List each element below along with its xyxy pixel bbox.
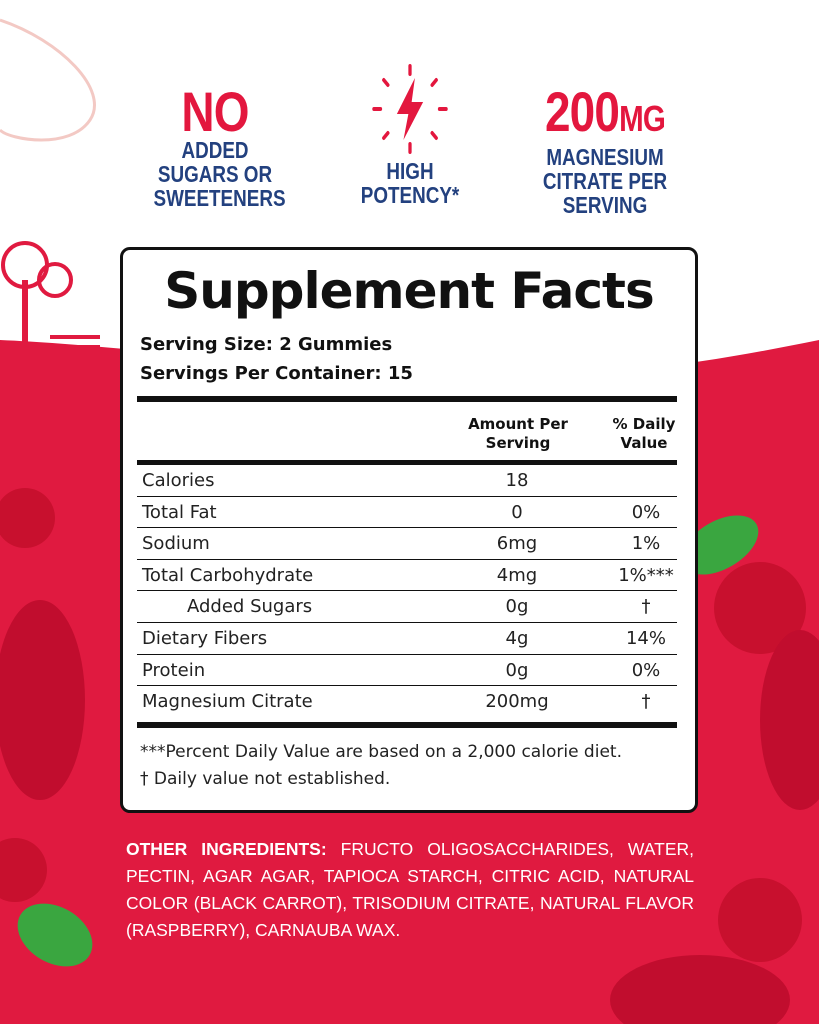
nutrient-amount: 0g [505,596,529,618]
badge-line: SWEETENERS [153,185,286,211]
nutrient-amount: 18 [505,470,529,491]
nutrient-amount: 0g [505,659,529,681]
badge-high-potency: HIGH POTENCY* [357,64,464,207]
facts-title: Supplement Facts [164,262,654,320]
other-ingredients: OTHER INGREDIENTS: FRUCTO OLIGOSACCHARID… [126,836,694,944]
nutrient-name: Total Fat [142,501,217,523]
table-row: Protein 0g 0% [137,655,677,687]
raspberry-icon [0,488,806,962]
badge-no-added-sugars: NO ADDED SUGARS OR SWEETENERS [153,80,286,211]
servings-per-container: Servings Per Container: 15 [140,363,413,384]
table-row: Magnesium Citrate 200mg † [137,686,677,718]
divider [137,460,677,465]
nutrient-daily-value: 1%*** [618,564,674,586]
nutrient-amount: 6mg [496,533,538,555]
badge-line: MAGNESIUM [546,144,664,170]
nutrient-daily-value: 0% [631,659,661,681]
serving-size: Serving Size: 2 Gummies [140,334,393,355]
tree-icon [1,241,73,345]
badge-number: 200 [544,80,620,143]
nutrient-daily-value: † [641,691,651,713]
badge-line: CITRATE PER [542,168,668,194]
nutrient-name: Sodium [142,533,210,555]
badge-line: HIGH [386,158,434,184]
table-row: Total Carbohydrate 4mg 1%*** [137,560,677,592]
nutrient-name: Calories [142,470,215,491]
divider [137,722,677,728]
nutrient-name: Added Sugars [187,596,313,618]
table-row: Calories 18 [137,465,677,497]
mint-leaf-icon [17,515,759,967]
nutrient-amount: 4mg [496,564,538,586]
nutrient-daily-value: 0% [631,501,661,523]
nutrient-daily-value: † [641,596,651,618]
table-row: Dietary Fibers 4g 14% [137,623,677,655]
badge-line: SERVING [562,192,648,218]
gummy-bear-icon [0,600,819,1024]
nutrient-amount: 4g [505,628,529,649]
nutrient-name: Magnesium Citrate [142,691,313,713]
badge-unit: MG [619,98,666,139]
nutrient-daily-value: 1% [631,533,661,555]
nutrient-amount: 200mg [485,691,549,713]
ingredients-text: FRUCTO OLIGOSACCHARIDES, WATER, PECTIN, … [126,839,694,940]
badge-big-text: 200MG [535,84,674,145]
nutrient-name: Dietary Fibers [142,628,268,649]
lightning-bolt-icon [372,64,448,154]
badge-big-text: NO [181,80,249,143]
nutrient-name: Total Carbohydrate [142,564,314,586]
daily-value-header: % Daily Value [612,415,676,452]
nutrient-name: Protein [142,659,206,681]
table-row: Sodium 6mg 1% [137,528,677,560]
ingredients-label: OTHER INGREDIENTS: [126,839,327,859]
badge-line: SUGARS OR [157,161,273,187]
divider [137,396,677,402]
table-row: Added Sugars 0g † [137,591,677,623]
nutrient-amount: 0 [511,501,523,523]
footnote: ***Percent Daily Value are based on a 2,… [140,742,622,762]
amount-header: Amount Per Serving [468,415,568,452]
table-row: Total Fat 0 0% [137,497,677,529]
badge-200mg: 200MG MAGNESIUM CITRATE PER SERVING [535,84,674,218]
badge-line: POTENCY* [360,182,460,208]
supplement-facts-panel: Supplement Facts Serving Size: 2 Gummies… [120,247,698,813]
nutrient-daily-value: 14% [625,628,666,649]
footnote: † Daily value not established. [140,769,391,789]
badge-line: ADDED [181,137,249,163]
